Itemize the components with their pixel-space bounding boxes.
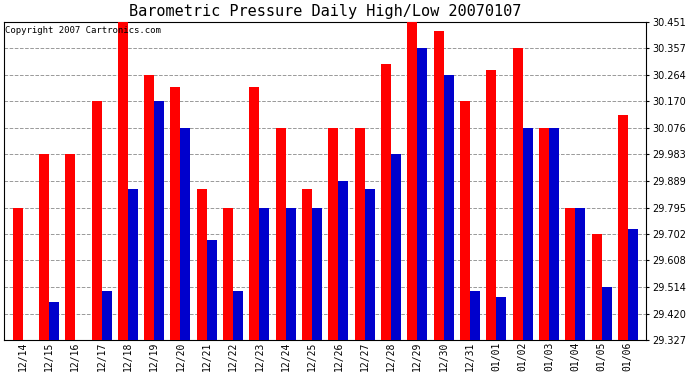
Bar	[433, 30, 444, 340]
Bar	[259, 207, 269, 340]
Title: Barometric Pressure Daily High/Low 20070107: Barometric Pressure Daily High/Low 20070…	[129, 4, 522, 19]
Bar	[602, 287, 611, 340]
Bar	[128, 189, 138, 340]
Bar	[39, 154, 49, 340]
Bar	[207, 240, 217, 340]
Bar	[628, 229, 638, 340]
Bar	[338, 181, 348, 340]
Bar	[144, 75, 154, 340]
Bar	[591, 234, 602, 340]
Bar	[249, 87, 259, 340]
Bar	[118, 22, 128, 340]
Bar	[66, 154, 75, 340]
Bar	[549, 128, 559, 340]
Bar	[470, 291, 480, 340]
Text: Copyright 2007 Cartronics.com: Copyright 2007 Cartronics.com	[6, 27, 161, 36]
Bar	[391, 154, 401, 340]
Bar	[101, 291, 112, 340]
Bar	[302, 189, 312, 340]
Bar	[312, 207, 322, 340]
Bar	[154, 101, 164, 340]
Bar	[407, 22, 417, 340]
Bar	[197, 189, 207, 340]
Bar	[513, 48, 522, 340]
Bar	[49, 302, 59, 340]
Bar	[355, 128, 365, 340]
Bar	[618, 116, 628, 340]
Bar	[181, 128, 190, 340]
Bar	[365, 189, 375, 340]
Bar	[539, 128, 549, 340]
Bar	[460, 101, 470, 340]
Bar	[522, 128, 533, 340]
Bar	[170, 87, 181, 340]
Bar	[328, 128, 338, 340]
Bar	[12, 207, 23, 340]
Bar	[444, 75, 453, 340]
Bar	[276, 128, 286, 340]
Bar	[286, 207, 296, 340]
Bar	[417, 48, 427, 340]
Bar	[486, 70, 496, 340]
Bar	[92, 101, 101, 340]
Bar	[223, 207, 233, 340]
Bar	[575, 207, 585, 340]
Bar	[496, 297, 506, 340]
Bar	[565, 207, 575, 340]
Bar	[381, 64, 391, 340]
Bar	[233, 291, 243, 340]
